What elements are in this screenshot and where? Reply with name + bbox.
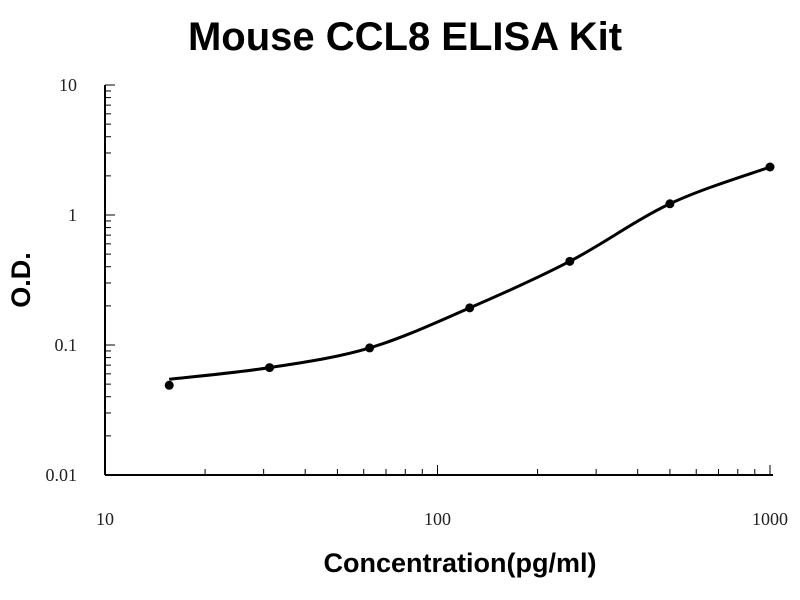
data-point: [365, 343, 375, 353]
data-point: [164, 380, 174, 390]
data-point: [465, 303, 475, 313]
x-tick-label: 1000: [752, 509, 788, 529]
y-axis-label: O.D.: [6, 252, 36, 308]
data-point: [565, 256, 575, 266]
chart-title: Mouse CCL8 ELISA Kit: [188, 15, 622, 59]
y-tick-label: 0.1: [55, 335, 78, 355]
data-point: [665, 199, 675, 209]
standard-curve-line: [169, 165, 771, 381]
data-point: [265, 363, 275, 373]
data-point: [765, 162, 775, 172]
x-tick-label: 100: [424, 509, 451, 529]
y-tick-label: 0.01: [46, 465, 78, 485]
y-tick-label: 1: [68, 205, 77, 225]
x-axis-label: Concentration(pg/ml): [324, 548, 597, 578]
y-tick-label: 10: [59, 75, 77, 95]
x-tick-label: 10: [96, 509, 114, 529]
